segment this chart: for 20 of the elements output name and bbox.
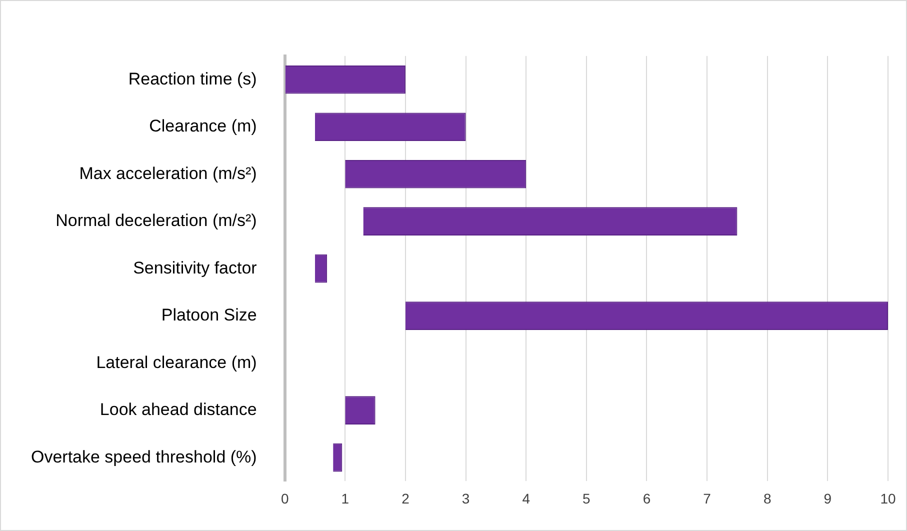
x-tick-label: 9 bbox=[824, 490, 832, 506]
x-tick-label: 5 bbox=[582, 490, 591, 506]
y-tick-label: Overtake speed threshold (%) bbox=[30, 447, 257, 466]
y-tick-label: Clearance (m) bbox=[149, 116, 257, 136]
y-tick-label: Platoon Size bbox=[161, 306, 257, 325]
y-tick-label: Sensitivity factor bbox=[133, 258, 258, 278]
x-tick-label: 7 bbox=[703, 490, 712, 506]
x-tick-label: 10 bbox=[880, 490, 896, 506]
y-tick-label: Reaction time (s) bbox=[128, 69, 257, 88]
y-tick-label: Lateral clearance (m) bbox=[96, 352, 257, 372]
x-tick-label: 6 bbox=[642, 490, 651, 506]
x-tick-label: 1 bbox=[341, 490, 350, 506]
x-tick-label: 4 bbox=[522, 490, 530, 506]
y-tick-label: Normal deceleration (m/s²) bbox=[56, 211, 257, 230]
x-tick-label: 3 bbox=[462, 490, 470, 506]
y-tick-label: Look ahead distance bbox=[100, 400, 257, 420]
y-tick-label: Max acceleration (m/s²) bbox=[79, 164, 257, 183]
x-tick-label: 8 bbox=[763, 490, 772, 506]
x-tick-label: 2 bbox=[402, 490, 410, 506]
x-tick-label: 0 bbox=[280, 490, 289, 506]
